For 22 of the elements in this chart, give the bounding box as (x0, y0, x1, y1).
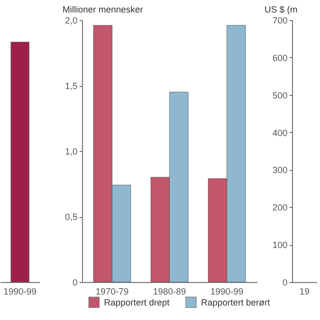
y-axis-title: Millioner mennesker (62, 4, 144, 14)
y-tick-label: 200 (272, 202, 288, 213)
y-tick-label: 500 (272, 90, 288, 100)
y-tick-label: 0 (282, 278, 288, 288)
y-tick-label: 600 (272, 52, 288, 63)
x-tick-label: 1970-79 (96, 286, 129, 296)
x-tick-label: 1990-99 (3, 286, 37, 296)
y-tick-label: 300 (272, 165, 288, 176)
y-tick-label: 1,0 (64, 146, 78, 156)
y-tick-label: 2,0 (64, 16, 78, 26)
y-axis-title: US $ (m (264, 4, 298, 14)
x-tick-label: 1990-99 (210, 286, 244, 296)
y-tick-label: 0,5 (64, 212, 78, 222)
x-tick-label: 1980-89 (152, 286, 186, 296)
y-tick-label: 0 (72, 278, 78, 288)
legend-label: Rapportert berørt (201, 297, 271, 308)
y-tick-label: 400 (272, 128, 288, 138)
y-tick-label: 700 (272, 16, 288, 26)
legend-label: Rapportert drept (104, 297, 170, 308)
y-tick-label: 1,5 (64, 81, 78, 91)
x-tick-label: 19 (299, 286, 310, 296)
y-tick-label: 100 (272, 240, 288, 250)
